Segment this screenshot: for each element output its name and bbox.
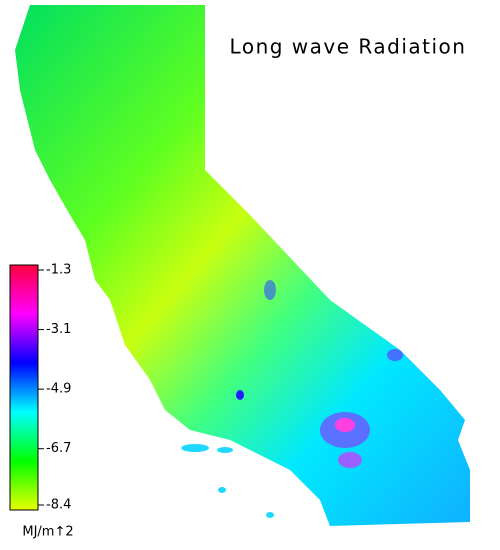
colorbar-unit: MJ/m↑2 [22, 525, 73, 540]
colorbar-tick-label: -3.1 [46, 322, 71, 337]
island [181, 444, 209, 452]
colorbar-tick-label: -8.4 [46, 498, 71, 513]
high-radiation-area [387, 349, 403, 361]
colorbar-tick-label: -1.3 [46, 263, 71, 278]
high-radiation-area [236, 390, 244, 400]
colorbar-tick-label: -6.7 [46, 441, 71, 456]
land [15, 5, 470, 526]
island [266, 512, 274, 518]
high-radiation-area [264, 280, 276, 300]
island [217, 447, 233, 453]
colorbar-tick-label: -4.9 [46, 382, 71, 397]
colorbar [9, 264, 39, 511]
california-map [15, 5, 470, 526]
island [218, 487, 226, 493]
high-radiation-area [338, 452, 362, 468]
high-radiation-area [335, 418, 355, 432]
map-title: Long wave Radiation [230, 35, 467, 59]
